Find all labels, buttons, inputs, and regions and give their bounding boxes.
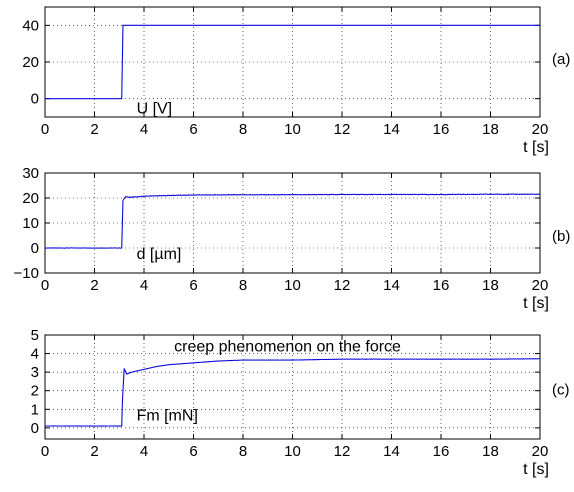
x-tick-label: 6 xyxy=(189,277,197,294)
y-tick-label: 40 xyxy=(22,17,39,34)
y-tick-label: −10 xyxy=(14,265,39,282)
x-tick-label: 12 xyxy=(334,121,351,138)
y-tick-label: 0 xyxy=(31,240,39,257)
x-tick-label: 6 xyxy=(189,121,197,138)
y-tick-label: 0 xyxy=(31,420,39,437)
y-tick-label: 3 xyxy=(31,364,39,381)
x-tick-label: 6 xyxy=(189,443,197,460)
x-tick-label: 2 xyxy=(90,121,98,138)
x-tick-label: 16 xyxy=(433,121,450,138)
series-line xyxy=(45,24,540,100)
panel-label: (a) xyxy=(552,51,570,68)
series-label: U [V] xyxy=(137,101,173,118)
chart-panel-1: 0 2 4 6 8 10 12 14 16 18 20 0 20 40 t [s] U [V] (a) xyxy=(22,6,570,156)
x-tick-label: 8 xyxy=(239,121,247,138)
panel-label: (b) xyxy=(552,228,570,245)
x-tick-label: 18 xyxy=(482,277,499,294)
x-axis-label: t [s] xyxy=(523,295,549,312)
y-tick-label: 0 xyxy=(31,91,39,108)
x-tick-label: 14 xyxy=(383,443,400,460)
x-tick-label: 8 xyxy=(239,443,247,460)
panel-label: (c) xyxy=(552,381,570,398)
x-tick-label: 2 xyxy=(90,443,98,460)
series-label: Fm [mN] xyxy=(137,407,198,424)
y-tick-label: 4 xyxy=(31,346,39,363)
y-tick-label: 20 xyxy=(22,54,39,71)
x-tick-label: 16 xyxy=(433,443,450,460)
x-tick-label: 20 xyxy=(532,121,549,138)
series-line xyxy=(44,358,541,427)
x-tick-label: 4 xyxy=(140,277,148,294)
x-tick-label: 18 xyxy=(482,121,499,138)
x-axis-label: t [s] xyxy=(523,139,549,156)
x-tick-label: 12 xyxy=(334,277,351,294)
x-tick-label: 0 xyxy=(41,121,49,138)
x-tick-label: 10 xyxy=(284,121,301,138)
x-tick-label: 16 xyxy=(433,277,450,294)
x-tick-label: 2 xyxy=(90,277,98,294)
x-tick-label: 20 xyxy=(532,277,549,294)
x-tick-label: 8 xyxy=(239,277,247,294)
y-tick-label: 20 xyxy=(22,190,39,207)
x-tick-label: 10 xyxy=(284,277,301,294)
x-tick-label: 12 xyxy=(334,443,351,460)
series-line xyxy=(44,193,541,249)
x-tick-label: 14 xyxy=(383,277,400,294)
x-tick-label: 18 xyxy=(482,443,499,460)
y-tick-label: 1 xyxy=(31,401,39,418)
x-tick-label: 0 xyxy=(41,277,49,294)
x-tick-label: 0 xyxy=(41,443,49,460)
series-label: d [µm] xyxy=(137,246,182,263)
x-tick-label: 4 xyxy=(140,121,148,138)
y-tick-label: 10 xyxy=(22,215,39,232)
x-axis-label: t [s] xyxy=(523,461,549,478)
y-tick-label: 30 xyxy=(22,165,39,182)
y-tick-label: 5 xyxy=(31,327,39,344)
y-tick-label: 2 xyxy=(31,383,39,400)
annotation: creep phenomenon on the force xyxy=(174,339,401,356)
x-tick-label: 14 xyxy=(383,121,400,138)
x-tick-label: 20 xyxy=(532,443,549,460)
x-tick-label: 10 xyxy=(284,443,301,460)
x-tick-label: 4 xyxy=(140,443,148,460)
